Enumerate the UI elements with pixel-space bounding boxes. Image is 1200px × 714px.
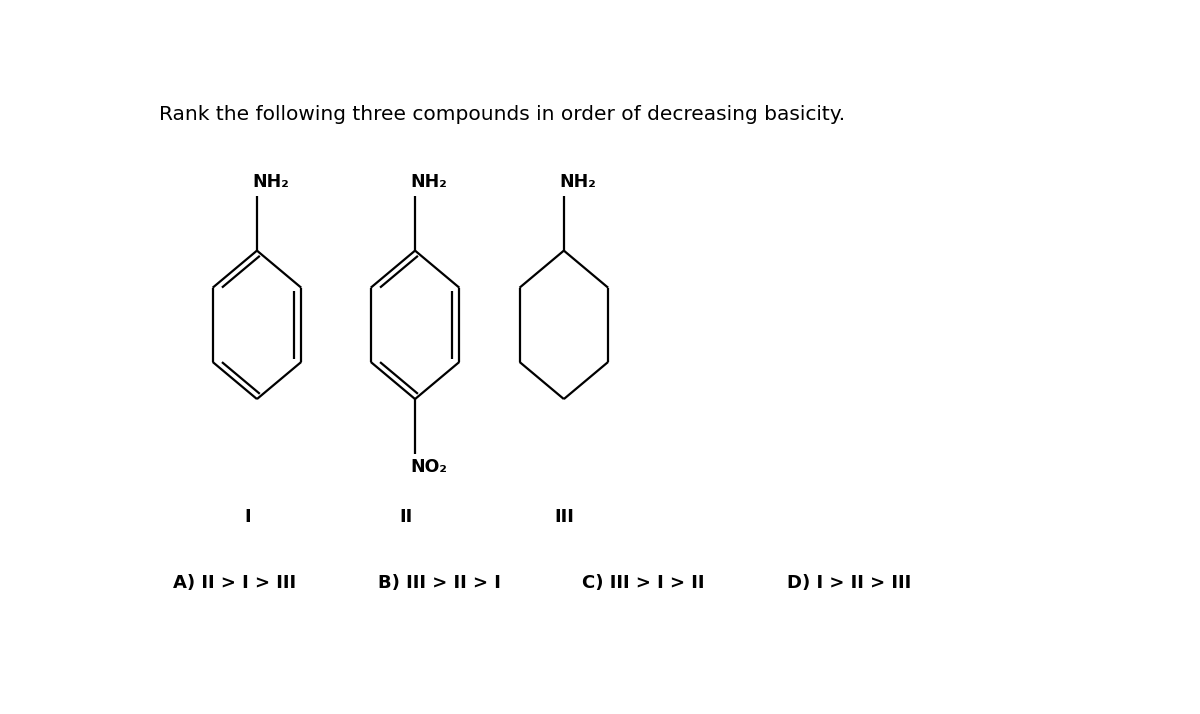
Text: III: III [554,508,574,526]
Text: B) III > II > I: B) III > II > I [378,574,500,592]
Text: Rank the following three compounds in order of decreasing basicity.: Rank the following three compounds in or… [160,105,846,124]
Text: I: I [245,508,251,526]
Text: NH₂: NH₂ [410,174,448,191]
Text: NH₂: NH₂ [559,174,596,191]
Text: II: II [400,508,413,526]
Text: C) III > I > II: C) III > I > II [582,574,704,592]
Text: NH₂: NH₂ [252,174,289,191]
Text: NO₂: NO₂ [410,458,448,476]
Text: D) I > II > III: D) I > II > III [787,574,911,592]
Text: A) II > I > III: A) II > I > III [173,574,296,592]
